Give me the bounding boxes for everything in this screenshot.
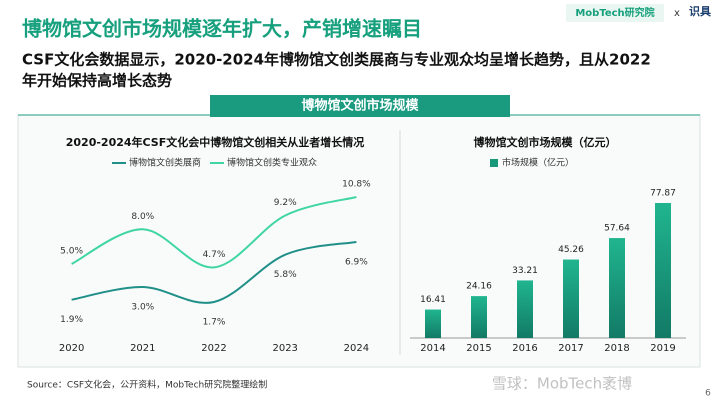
bar	[655, 203, 671, 338]
data-label: 4.7%	[203, 250, 226, 260]
data-label: 1.7%	[203, 318, 226, 328]
banner-text: 博物馆文创市场规模	[301, 98, 419, 114]
data-label: 6.9%	[345, 258, 368, 268]
subtitle-line: CSF文化会数据显示，2020-2024年博物馆文创类展商与专业观众均呈增长趋势…	[22, 51, 651, 69]
bar	[517, 280, 533, 338]
x-tick-label: 2014	[420, 343, 445, 354]
legend-label: 博物馆文创类专业观众	[227, 157, 317, 169]
panel	[17, 114, 701, 368]
chart-title: 博物馆文创市场规模（亿元）	[474, 135, 617, 149]
logo-joiner: x	[674, 8, 680, 19]
data-label: 3.0%	[131, 303, 154, 313]
legend-swatch	[490, 159, 498, 167]
data-label: 16.41	[420, 295, 446, 305]
chart-title: 2020-2024年CSF文化会中博物馆文创相关从业者增长情况	[66, 135, 365, 149]
x-tick-label: 2021	[130, 343, 155, 354]
data-label: 57.64	[604, 224, 630, 234]
x-tick-label: 2019	[650, 343, 675, 354]
x-tick-label: 2016	[512, 343, 537, 354]
x-tick-label: 2022	[201, 343, 226, 354]
data-label: 45.26	[558, 245, 584, 255]
data-label: 24.16	[466, 282, 492, 292]
series-line	[71, 196, 357, 269]
logo-box	[566, 4, 664, 22]
bar	[425, 309, 441, 338]
x-tick-label: 2018	[604, 343, 629, 354]
data-label: 5.0%	[60, 246, 83, 256]
bar	[471, 296, 487, 338]
page-number: 6	[705, 389, 711, 399]
data-label: 1.9%	[60, 315, 83, 325]
legend-label: 市场规模（亿元）	[502, 157, 574, 169]
slide-title: 博物馆文创市场规模逐年扩大，产销增速瞩目	[22, 17, 422, 41]
x-tick-label: 2017	[558, 343, 583, 354]
series-line	[71, 241, 357, 304]
x-tick-label: 2023	[272, 343, 297, 354]
data-label: 8.0%	[131, 212, 154, 222]
watermark: 雪球：MobTech袤博	[492, 375, 632, 393]
logo-brand: MobTech研究院	[575, 6, 654, 19]
subtitle-line: 年开始保持高增长态势	[22, 72, 172, 90]
x-tick-label: 2015	[466, 343, 491, 354]
data-label: 9.2%	[274, 198, 297, 208]
bar	[609, 238, 625, 338]
legend-label: 博物馆文创类展商	[129, 157, 201, 169]
x-tick-label: 2024	[344, 343, 369, 354]
banner-box	[210, 95, 510, 117]
data-label: 5.8%	[274, 270, 297, 280]
data-label: 77.87	[650, 189, 676, 199]
logo-partner: 识具	[689, 5, 711, 18]
bar	[563, 259, 579, 338]
data-label: 10.8%	[342, 180, 371, 190]
x-tick-label: 2020	[59, 343, 84, 354]
data-label: 33.21	[512, 266, 538, 276]
source: Source：CSF文化会，公开资料，MobTech研究院整理绘制	[27, 379, 267, 391]
